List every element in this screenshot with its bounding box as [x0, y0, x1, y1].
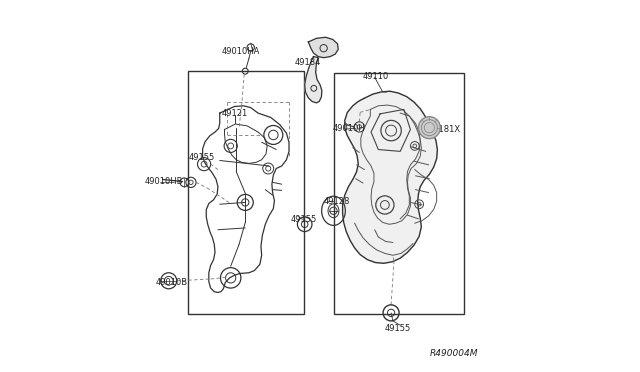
Circle shape — [419, 117, 440, 139]
Text: 49128: 49128 — [324, 197, 350, 206]
Text: 49184: 49184 — [294, 58, 321, 67]
Text: 49010HA: 49010HA — [221, 46, 260, 55]
Polygon shape — [308, 37, 338, 58]
Text: 49155: 49155 — [384, 324, 410, 333]
Text: 49110: 49110 — [363, 72, 389, 81]
Polygon shape — [305, 57, 322, 103]
Text: 49155: 49155 — [291, 215, 317, 224]
Text: 49010B: 49010B — [156, 278, 188, 287]
Text: 49155: 49155 — [189, 153, 215, 162]
Text: R490004M: R490004M — [429, 349, 478, 358]
Bar — [188, 71, 304, 314]
Polygon shape — [342, 91, 437, 263]
Bar — [334, 73, 465, 314]
Text: 49181X: 49181X — [429, 125, 461, 134]
Text: 49121: 49121 — [221, 109, 248, 118]
Text: 49010HB: 49010HB — [144, 177, 183, 186]
Text: 49010H: 49010H — [333, 124, 365, 133]
